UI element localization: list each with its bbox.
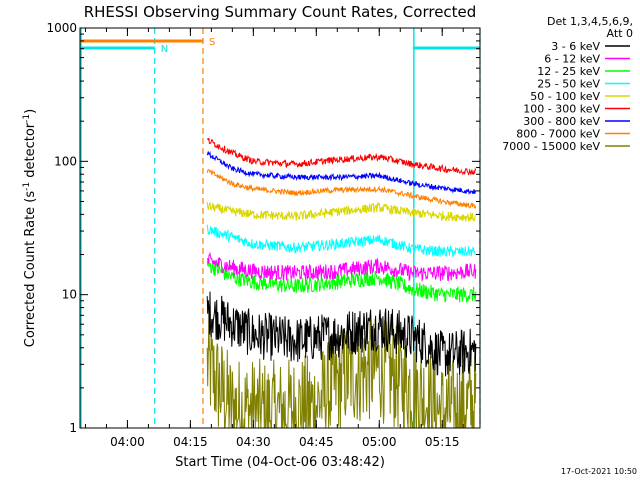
legend-label-6: 300 - 800 keV [523, 115, 600, 128]
legend-label-0: 3 - 6 keV [551, 40, 600, 53]
series-line-8 [206, 314, 477, 430]
y-axis-label-part-3: ) [23, 109, 38, 114]
series-line-1 [206, 251, 477, 283]
y-axis-label-sup-2: -1 [22, 114, 32, 123]
x-tick-label-3: 04:45 [299, 435, 334, 449]
x-tick-label-1: 04:15 [173, 435, 208, 449]
plot-area: N S 1 10 100 1000 04:00 04:15 04:30 04:45 05:00 05:… [46, 21, 481, 449]
y-tick-label-3: 1000 [46, 21, 77, 35]
series-line-6 [206, 150, 477, 196]
series-line-3 [206, 224, 476, 257]
legend-label-5: 100 - 300 keV [523, 103, 600, 116]
series-line-4 [206, 201, 477, 222]
y-axis-label-part-2: detector [23, 122, 38, 182]
legend-label-3: 25 - 50 keV [537, 78, 600, 91]
legend-label-7: 800 - 7000 keV [516, 128, 600, 141]
y-tick-label-0: 1 [69, 421, 77, 435]
series-line-5 [206, 137, 477, 176]
series-line-2 [206, 258, 477, 303]
legend-label-2: 12 - 25 keV [537, 65, 600, 78]
series-line-7 [206, 169, 477, 209]
plot-frame [79, 27, 481, 429]
legend-label-1: 6 - 12 keV [544, 53, 600, 66]
x-tick-label-2: 04:30 [236, 435, 271, 449]
legend-header-line-2: Att 0 [607, 27, 633, 40]
x-tick-label-5: 05:15 [425, 435, 460, 449]
x-axis-label: Start Time (04-Oct-06 03:48:42) [175, 455, 385, 470]
x-tick-label-0: 04:00 [110, 435, 145, 449]
legend-label-8: 7000 - 15000 keV [502, 140, 600, 153]
y-axis-label-part-1: Corrected Count Rate (s [23, 191, 38, 348]
legend-header-line-1: Det 1,3,4,5,6,9, [547, 15, 633, 28]
flag-label-S: S [209, 37, 215, 48]
legend-label-4: 50 - 100 keV [530, 90, 600, 103]
timestamp: 17-Oct-2021 10:50 [561, 467, 637, 476]
y-axis-label: Corrected Count Rate (s-1 detector-1) [22, 109, 38, 347]
x-tick-label-4: 05:00 [362, 435, 397, 449]
series-line-0 [206, 291, 477, 377]
flag-label-N: N [161, 44, 168, 55]
y-tick-label-2: 100 [54, 154, 77, 168]
y-axis-label-sup-1: -1 [22, 182, 32, 191]
y-tick-label-1: 10 [62, 288, 77, 302]
chart-title: RHESSI Observing Summary Count Rates, Co… [84, 3, 477, 21]
